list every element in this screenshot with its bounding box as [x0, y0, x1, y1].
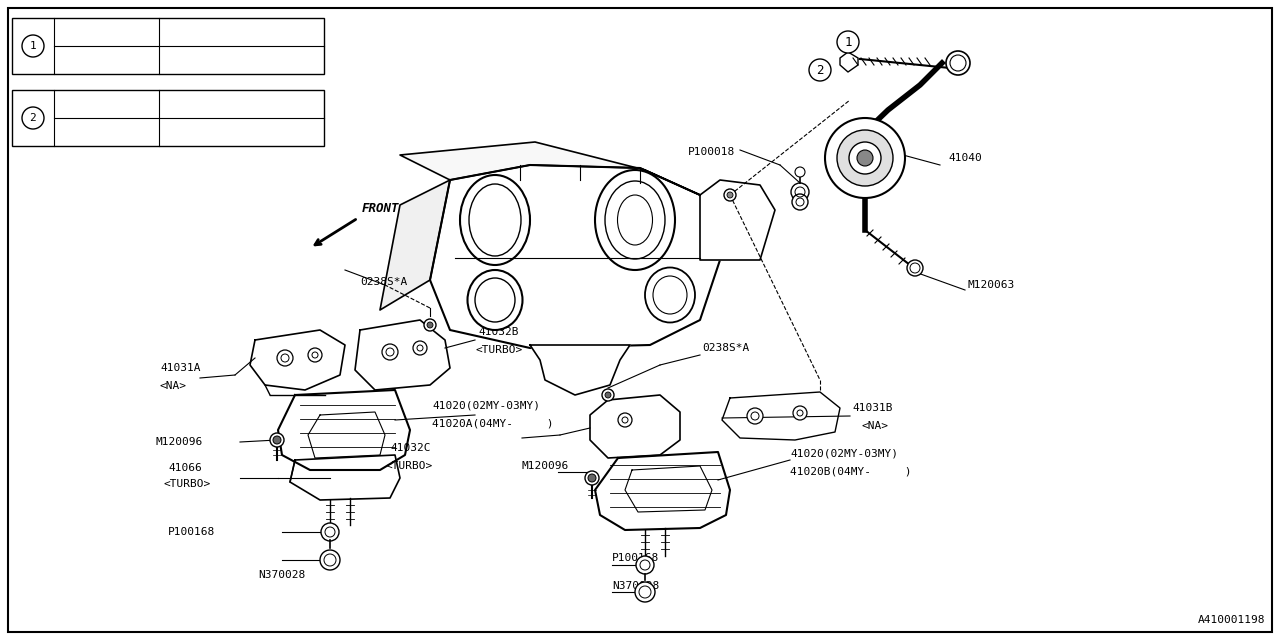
Text: <04MY0304-         >: <04MY0304- > [163, 55, 280, 65]
Text: <TURBO>: <TURBO> [385, 461, 433, 471]
Circle shape [724, 189, 736, 201]
Polygon shape [308, 412, 385, 458]
Text: 41066: 41066 [168, 463, 202, 473]
Text: 1: 1 [29, 41, 36, 51]
Circle shape [636, 556, 654, 574]
Circle shape [727, 192, 733, 198]
Text: 2: 2 [29, 113, 36, 123]
Text: <NA>: <NA> [160, 381, 187, 391]
Text: 41020(02MY-03MY): 41020(02MY-03MY) [790, 449, 899, 459]
Polygon shape [722, 392, 840, 440]
Text: 0238S*A: 0238S*A [58, 127, 99, 137]
Polygon shape [399, 142, 700, 195]
Circle shape [794, 406, 806, 420]
Text: <TURBO>: <TURBO> [163, 479, 210, 489]
Text: 41031A: 41031A [160, 363, 201, 373]
Circle shape [826, 118, 905, 198]
Text: 41020B(04MY-     ): 41020B(04MY- ) [790, 467, 911, 477]
Circle shape [837, 31, 859, 53]
Ellipse shape [595, 170, 675, 270]
Circle shape [635, 582, 655, 602]
Circle shape [585, 471, 599, 485]
Text: 41020(02MY-03MY): 41020(02MY-03MY) [433, 401, 540, 411]
Polygon shape [355, 320, 451, 390]
Text: <NA>: <NA> [861, 421, 890, 431]
Text: 41032B: 41032B [477, 327, 518, 337]
Text: N370028: N370028 [612, 581, 659, 591]
Circle shape [270, 433, 284, 447]
Text: P100168: P100168 [168, 527, 215, 537]
Text: 1: 1 [845, 35, 851, 49]
Text: M120096: M120096 [522, 461, 570, 471]
Polygon shape [380, 180, 451, 310]
Text: <05MY0409-         >: <05MY0409- > [163, 127, 280, 137]
Bar [12, 90, 324, 146]
Text: A410001198: A410001198 [1198, 615, 1265, 625]
Ellipse shape [617, 195, 653, 245]
Text: P100018: P100018 [689, 147, 735, 157]
Circle shape [837, 130, 893, 186]
Polygon shape [595, 452, 730, 530]
Circle shape [428, 322, 433, 328]
Ellipse shape [645, 268, 695, 323]
Polygon shape [250, 330, 346, 390]
Circle shape [308, 348, 323, 362]
Circle shape [795, 167, 805, 177]
Polygon shape [291, 455, 399, 500]
Ellipse shape [460, 175, 530, 265]
Text: 0238S*A: 0238S*A [360, 277, 407, 287]
Circle shape [946, 51, 970, 75]
Text: M120096: M120096 [155, 437, 202, 447]
Circle shape [605, 392, 611, 398]
Circle shape [381, 344, 398, 360]
Circle shape [588, 474, 596, 482]
Text: FRONT: FRONT [362, 202, 399, 215]
Circle shape [809, 59, 831, 81]
Text: 41031B: 41031B [852, 403, 892, 413]
Circle shape [858, 150, 873, 166]
Polygon shape [625, 466, 712, 512]
Text: M120063: M120063 [968, 280, 1015, 290]
Text: N370028: N370028 [259, 570, 305, 580]
Text: 2: 2 [817, 63, 824, 77]
Circle shape [791, 183, 809, 201]
Circle shape [424, 319, 436, 331]
Circle shape [908, 260, 923, 276]
Polygon shape [278, 390, 410, 470]
Circle shape [413, 341, 428, 355]
Text: 41020A(04MY-     ): 41020A(04MY- ) [433, 419, 553, 429]
Text: 0238S*B: 0238S*B [58, 99, 99, 109]
Circle shape [276, 350, 293, 366]
Text: <TURBO>: <TURBO> [475, 345, 522, 355]
Circle shape [618, 413, 632, 427]
Text: <02MY0009-04MY0303>: <02MY0009-04MY0303> [163, 27, 275, 37]
Text: P100168: P100168 [612, 553, 659, 563]
Circle shape [320, 550, 340, 570]
Polygon shape [590, 395, 680, 458]
Polygon shape [530, 345, 630, 395]
Text: M27001: M27001 [58, 55, 93, 65]
Polygon shape [700, 180, 774, 260]
Polygon shape [430, 165, 719, 348]
Circle shape [849, 142, 881, 174]
Circle shape [748, 408, 763, 424]
Bar [12, 18, 324, 74]
Text: 0115S: 0115S [58, 27, 87, 37]
Circle shape [273, 436, 282, 444]
Text: 0238S*A: 0238S*A [701, 343, 749, 353]
Text: <02MY0009-05MY0408>: <02MY0009-05MY0408> [163, 99, 275, 109]
Polygon shape [840, 52, 858, 72]
Circle shape [22, 35, 44, 57]
Text: 41040: 41040 [948, 153, 982, 163]
Circle shape [602, 389, 614, 401]
Text: 41032C: 41032C [390, 443, 430, 453]
Circle shape [792, 194, 808, 210]
Ellipse shape [467, 270, 522, 330]
Circle shape [22, 107, 44, 129]
Circle shape [321, 523, 339, 541]
